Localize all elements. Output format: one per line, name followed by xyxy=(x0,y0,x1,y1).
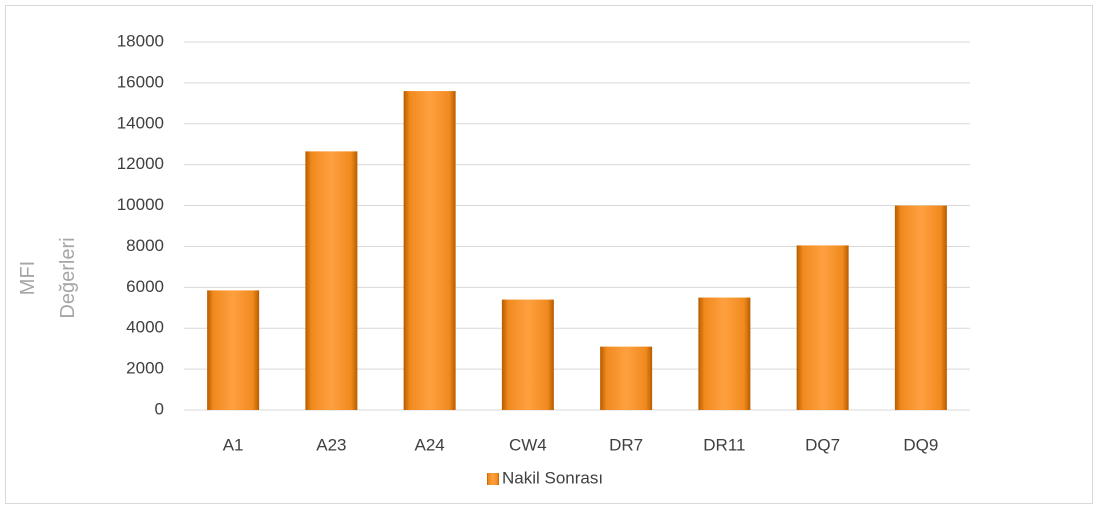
x-tick-label: DQ7 xyxy=(805,435,840,454)
x-tick-label: A1 xyxy=(223,435,244,454)
x-tick-label: DR7 xyxy=(609,435,643,454)
bar xyxy=(501,299,554,410)
bar xyxy=(403,91,456,411)
bar xyxy=(305,151,358,410)
y-tick-label: 8000 xyxy=(126,236,164,255)
x-tick-label: CW4 xyxy=(509,435,547,454)
bar xyxy=(894,205,947,410)
y-tick-label: 0 xyxy=(155,399,164,418)
y-tick-label: 14000 xyxy=(117,113,164,132)
y-tick-label: 18000 xyxy=(117,31,164,50)
bar xyxy=(600,346,653,410)
x-tick-label: DR11 xyxy=(703,435,745,454)
y-tick-label: 4000 xyxy=(126,318,164,337)
bar xyxy=(207,290,260,410)
x-tick-label: DQ9 xyxy=(903,435,938,454)
legend-label: Nakil Sonrası xyxy=(502,468,603,487)
y-tick-label: 2000 xyxy=(126,359,164,378)
x-tick-label: A23 xyxy=(316,435,346,454)
y-tick-label: 6000 xyxy=(126,277,164,296)
y-axis-label: MFI Değerleri xyxy=(17,237,79,319)
bar xyxy=(698,297,751,410)
x-tick-label: A24 xyxy=(415,435,445,454)
y-tick-label: 16000 xyxy=(117,72,164,91)
y-tick-label: 12000 xyxy=(117,154,164,173)
legend-swatch xyxy=(487,473,499,485)
bar xyxy=(796,245,849,410)
y-tick-label: 10000 xyxy=(117,195,164,214)
